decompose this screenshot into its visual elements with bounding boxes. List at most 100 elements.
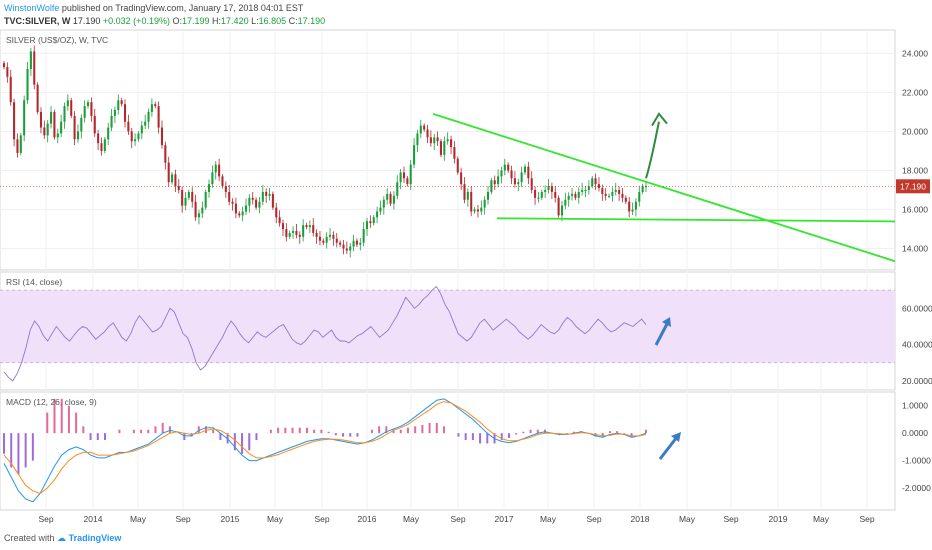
candle-body	[181, 190, 184, 206]
candle-body	[157, 106, 160, 128]
x-tick-label: May	[130, 514, 147, 524]
candle-body	[611, 191, 614, 196]
candle-body	[456, 158, 459, 173]
candle-body	[147, 111, 150, 122]
x-tick-label: 2019	[769, 514, 788, 524]
candle-body	[571, 193, 574, 196]
candle-body	[329, 234, 332, 237]
candle-body	[376, 211, 379, 218]
candle-body	[63, 106, 66, 122]
x-tick-label: Sep	[38, 514, 53, 524]
candle-body	[382, 199, 385, 208]
x-tick-label: May	[679, 514, 696, 524]
candle-body	[564, 199, 567, 206]
candle-body	[392, 195, 395, 204]
candle-body	[29, 51, 32, 70]
candle-body	[503, 164, 506, 171]
breakout-arrow-green	[645, 121, 660, 179]
candle-body	[587, 186, 590, 190]
candle-body	[302, 225, 305, 237]
low-label: L:	[251, 16, 259, 26]
candle-body	[288, 232, 291, 237]
macd-tick-label: -2.0000	[902, 483, 931, 493]
x-tick-label: 2018	[631, 514, 650, 524]
tradingview-brand[interactable]: TradingView	[68, 533, 122, 543]
candle-body	[26, 69, 29, 101]
candle-body	[325, 236, 328, 243]
x-tick-label: Sep	[723, 514, 738, 524]
candle-body	[191, 191, 194, 202]
candle-body	[305, 225, 308, 228]
candle-body	[429, 137, 432, 144]
candle-body	[355, 240, 358, 245]
candle-body	[483, 199, 486, 208]
macd-tick-label: 0.0000	[902, 428, 928, 438]
candle-body	[342, 244, 345, 249]
candle-body	[23, 100, 26, 136]
candle-body	[574, 193, 577, 198]
candle-body	[204, 191, 207, 208]
macd-pane[interactable]	[0, 391, 896, 511]
x-tick-label: 2017	[495, 514, 514, 524]
low-value: 16.805	[258, 16, 287, 26]
candle-body	[6, 67, 9, 77]
candle-body	[386, 193, 389, 200]
candle-body	[53, 111, 56, 138]
candle-body	[614, 190, 617, 192]
price-tick-label: 18.000	[902, 165, 928, 175]
candle-body	[76, 131, 79, 140]
published-text: published on TradingView.com, January 17…	[61, 3, 304, 13]
symbol-name: TVC:SILVER, W	[4, 16, 71, 26]
candle-body	[134, 139, 137, 142]
candle-body	[446, 139, 449, 142]
x-tick-label: May	[403, 514, 420, 524]
candle-body	[238, 213, 241, 216]
rsi-tick-label: 60.0000	[902, 303, 932, 313]
candle-body	[177, 186, 180, 190]
candle-body	[140, 125, 143, 134]
candle-body	[581, 190, 584, 192]
candle-body	[144, 121, 147, 126]
trendlines[interactable]	[432, 113, 896, 263]
candle-body	[123, 104, 127, 122]
candle-body	[480, 207, 483, 212]
candle-body	[419, 125, 422, 134]
candle-body	[584, 190, 587, 191]
candle-body	[359, 242, 362, 245]
candle-body	[426, 129, 429, 138]
candle-body	[312, 225, 315, 233]
open-label: O:	[172, 16, 182, 26]
x-tick-label: 2015	[221, 514, 240, 524]
candle-body	[322, 240, 325, 243]
candle-body	[523, 166, 527, 173]
high-label: H:	[212, 16, 222, 26]
rsi-arrowhead	[662, 317, 671, 327]
price-pane[interactable]	[0, 29, 896, 271]
x-tick-label: Sep	[175, 514, 190, 524]
candle-body	[292, 230, 295, 233]
x-tick-label: Sep	[859, 514, 874, 524]
candle-body	[197, 213, 200, 218]
candle-body	[241, 211, 244, 216]
candle-body	[107, 127, 110, 140]
candle-body	[507, 164, 510, 171]
rsi-arrow-shaft	[654, 321, 670, 346]
candle-body	[90, 102, 93, 116]
candle-body	[453, 147, 456, 159]
candle-body	[201, 207, 204, 214]
candle-body	[567, 195, 570, 200]
candle-body	[473, 209, 476, 212]
candle-body	[97, 133, 100, 144]
candle-body	[517, 182, 520, 185]
candle-body	[497, 176, 500, 185]
descending-trendline	[432, 113, 896, 263]
macd-tick-label: -1.0000	[902, 456, 931, 466]
macd-tick-label: 1.0000	[902, 401, 928, 411]
candle-body	[466, 191, 469, 200]
x-tick-label: Sep	[450, 514, 465, 524]
high-value: 17.420	[221, 16, 249, 26]
rsi-band-fill	[0, 290, 895, 363]
author-link[interactable]: WinstonWolfe	[4, 3, 60, 13]
candle-body	[591, 178, 594, 187]
